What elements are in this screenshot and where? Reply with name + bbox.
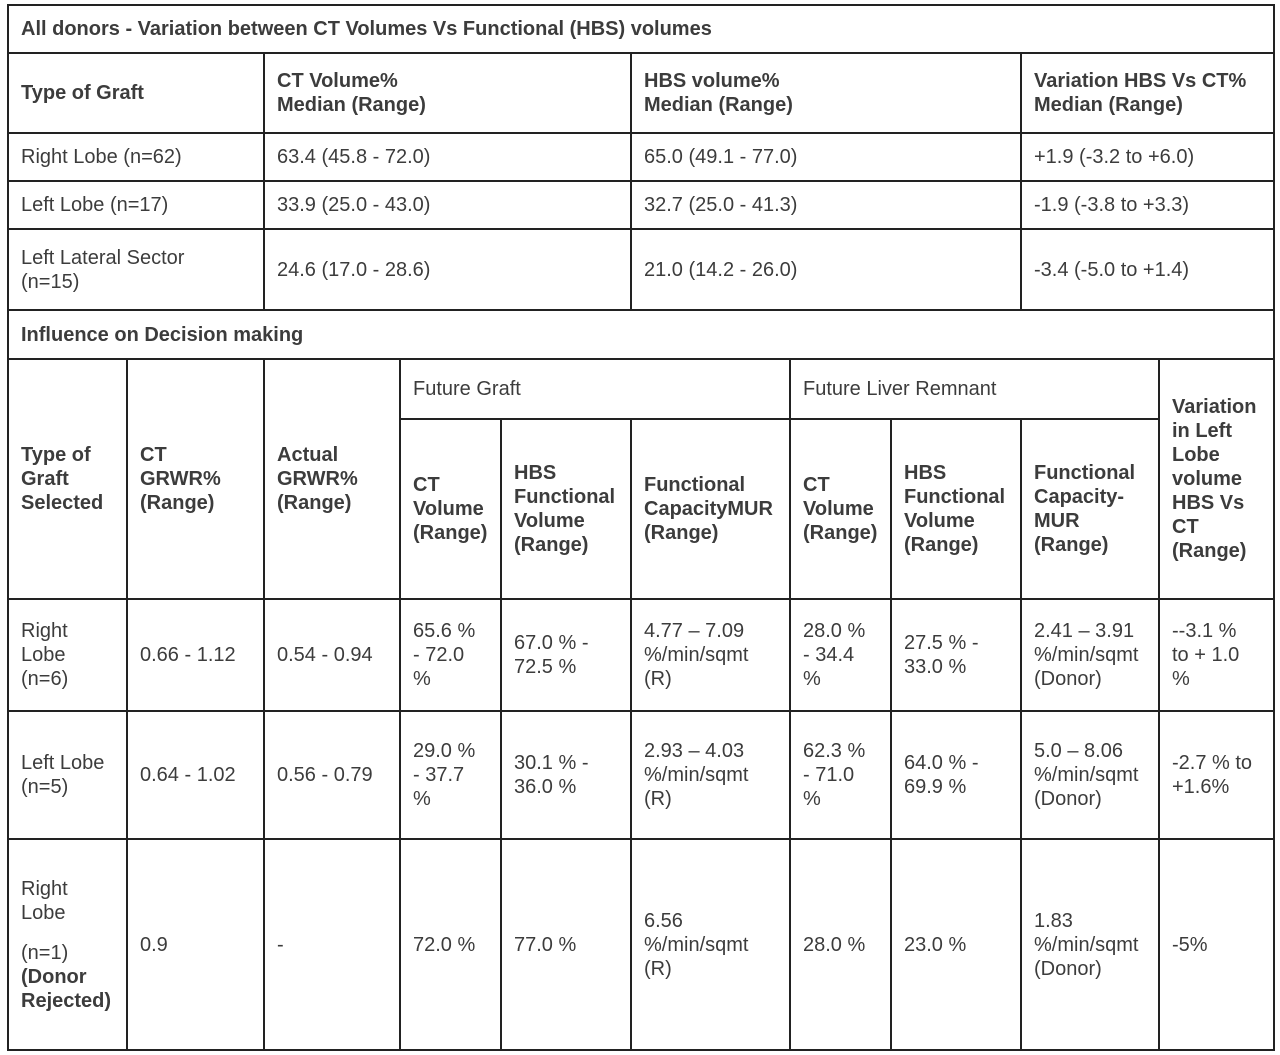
cell-flr-ct-volume: 28.0 % [789,838,892,1051]
cell-actual-grwr: - [263,838,401,1051]
cell-fg-ct-volume: 65.6 % - 72.0 % [399,598,502,712]
group-header-future-graft: Future Graft [399,358,791,420]
cell-variation-left-lobe: -2.7 % to +1.6% [1157,710,1276,840]
cell-ct-grwr: 0.66 - 1.12 [126,598,265,712]
graft-selected-line-count: (n=1) [21,941,69,964]
cell-fg-hbs-volume: 67.0 % - 72.5 % [500,598,632,712]
header-fg-hbs-functional-volume: HBS Functional Volume (Range) [500,418,632,600]
table-row: Left Lobe (n=17) 33.9 (25.0 - 43.0) 32.7… [7,180,1276,230]
cell-ct-volume: 33.9 (25.0 - 43.0) [263,180,632,230]
cell-fg-functional-capacity: 6.56 %/min/sqmt (R) [630,838,791,1051]
cell-flr-ct-volume: 28.0 % - 34.4 % [789,598,892,712]
cell-flr-hbs-volume: 64.0 % - 69.9 % [890,710,1022,840]
cell-graft-selected: Right Lobe (n=6) [7,598,128,712]
cell-graft-selected: Left Lobe (n=5) [7,710,128,840]
cell-variation: +1.9 (-3.2 to +6.0) [1019,132,1276,182]
section-title-decision-making: Influence on Decision making [6,309,1276,360]
group-header-future-liver-remnant: Future Liver Remnant [789,358,1160,420]
section-title-row: All donors - Variation between CT Volume… [6,4,1276,54]
cell-graft-type: Left Lateral Sector (n=15) [7,228,265,311]
cell-fg-functional-capacity: 2.93 – 4.03 %/min/sqmt (R) [630,710,791,840]
cell-fg-hbs-volume: 77.0 % [500,838,632,1051]
header-flr-ct-volume: CT Volume (Range) [789,418,892,600]
cell-fg-ct-volume: 29.0 % - 37.7 % [399,710,502,840]
cell-graft-type: Left Lobe (n=17) [7,180,265,230]
group-header-row: Type of Graft Selected CT GRWR% (Range) … [7,358,1276,600]
data-table-frame: All donors - Variation between CT Volume… [6,4,1276,1051]
header-hbs-volume: HBS volume% Median (Range) [630,52,1022,134]
cell-flr-hbs-volume: 27.5 % - 33.0 % [890,598,1022,712]
cell-flr-functional-capacity: 1.83 %/min/sqmt (Donor) [1020,838,1160,1051]
header-actual-grwr: Actual GRWR% (Range) [263,358,401,600]
header-ct-volume: CT Volume% Median (Range) [263,52,632,134]
cell-ct-grwr: 0.9 [126,838,265,1051]
section-title-all-donors: All donors - Variation between CT Volume… [6,4,1276,54]
table-row: Right Lobe (n=62) 63.4 (45.8 - 72.0) 65.… [7,132,1276,182]
cell-variation-left-lobe: --3.1 % to + 1.0 % [1157,598,1276,712]
cell-flr-functional-capacity: 2.41 – 3.91 %/min/sqmt (Donor) [1020,598,1160,712]
cell-fg-hbs-volume: 30.1 % - 36.0 % [500,710,632,840]
header-flr-hbs-functional-volume: HBS Functional Volume (Range) [890,418,1022,600]
cell-variation: -3.4 (-5.0 to +1.4) [1019,228,1276,311]
cell-fg-functional-capacity: 4.77 – 7.09 %/min/sqmt (R) [630,598,791,712]
cell-ct-volume: 63.4 (45.8 - 72.0) [263,132,632,182]
table-row: Left Lobe (n=5) 0.64 - 1.02 0.56 - 0.79 … [7,710,1276,840]
cell-variation: -1.9 (-3.8 to +3.3) [1019,180,1276,230]
header-flr-functional-capacity: Functional Capacity- MUR (Range) [1020,418,1160,600]
table-row: Right Lobe (n=6) 0.66 - 1.12 0.54 - 0.94… [7,598,1276,712]
graft-selected-line-type: Right Lobe [21,877,68,924]
header-variation-left-lobe: Variation in Left Lobe volume HBS Vs CT … [1157,358,1276,600]
header-variation-hbs-vs-ct: Variation HBS Vs CT% Median (Range) [1019,52,1276,134]
cell-actual-grwr: 0.54 - 0.94 [263,598,401,712]
cell-actual-grwr: 0.56 - 0.79 [263,710,401,840]
donor-volume-table: All donors - Variation between CT Volume… [6,4,1276,1051]
section-title-row: Influence on Decision making [6,309,1276,360]
cell-hbs-volume: 65.0 (49.1 - 77.0) [630,132,1022,182]
cell-graft-selected: Right Lobe (n=1) (Donor Rejected) [7,838,128,1051]
cell-hbs-volume: 21.0 (14.2 - 26.0) [630,228,1022,311]
header-type-of-graft: Type of Graft [7,52,265,134]
cell-flr-ct-volume: 62.3 % - 71.0 % [789,710,892,840]
header-fg-ct-volume: CT Volume (Range) [399,418,502,600]
cell-graft-type: Right Lobe (n=62) [7,132,265,182]
table-row: Left Lateral Sector (n=15) 24.6 (17.0 - … [7,228,1276,311]
cell-variation-left-lobe: -5% [1157,838,1276,1051]
header-type-of-graft-selected: Type of Graft Selected [7,358,128,600]
cell-hbs-volume: 32.7 (25.0 - 41.3) [630,180,1022,230]
cell-ct-grwr: 0.64 - 1.02 [126,710,265,840]
cell-fg-ct-volume: 72.0 % [399,838,502,1051]
table-header-row: CT Volume (Range) HBS Functional Volume … [8,418,1274,600]
cell-flr-functional-capacity: 5.0 – 8.06 %/min/sqmt (Donor) [1020,710,1160,840]
cell-ct-volume: 24.6 (17.0 - 28.6) [263,228,632,311]
graft-selected-line-status: (Donor Rejected) [21,965,112,1012]
header-fg-functional-capacity: Functional CapacityMUR (Range) [630,418,791,600]
cell-flr-hbs-volume: 23.0 % [890,838,1022,1051]
table-row: Right Lobe (n=1) (Donor Rejected) 0.9 - … [7,838,1276,1051]
header-ct-grwr: CT GRWR% (Range) [126,358,265,600]
table-header-row: Type of Graft CT Volume% Median (Range) … [7,52,1276,134]
